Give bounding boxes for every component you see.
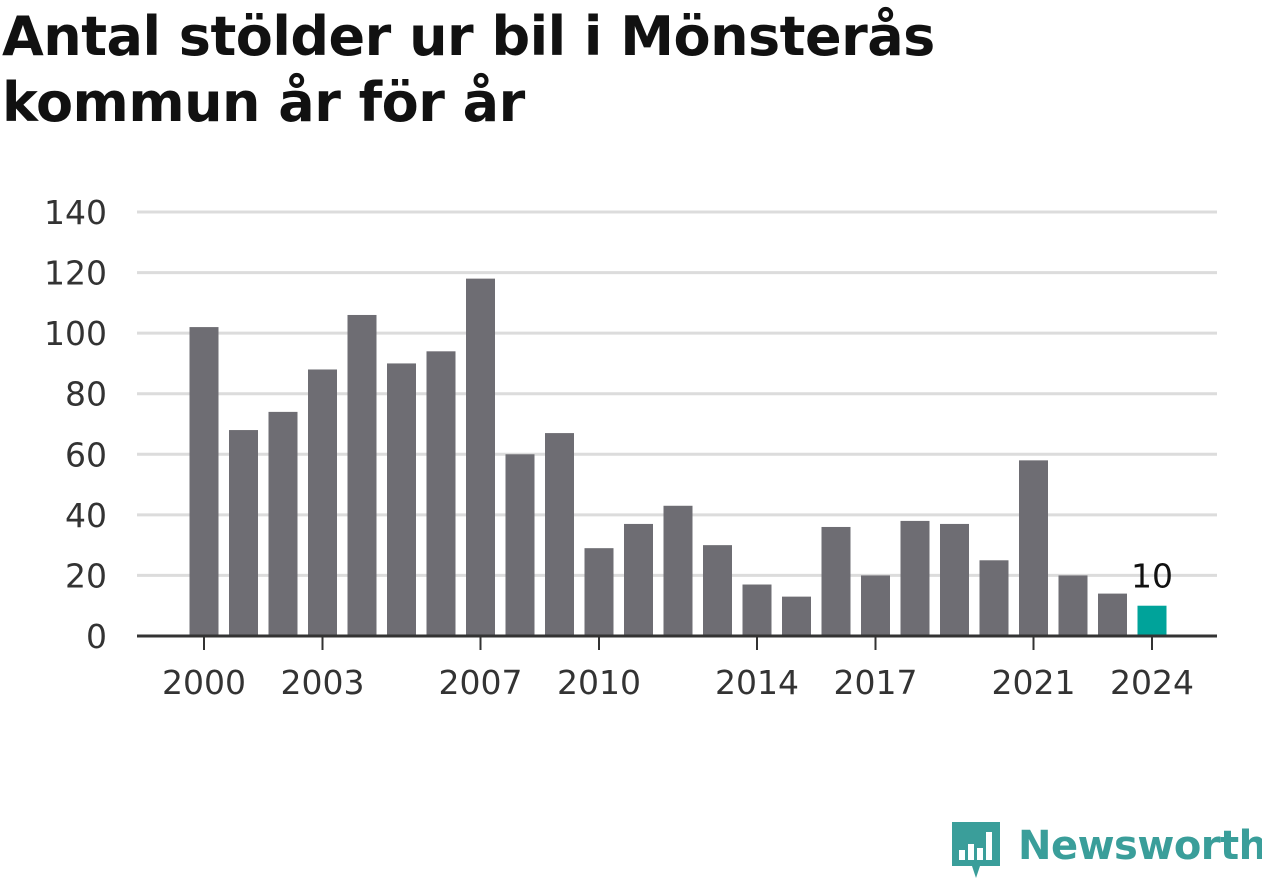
x-tick-label: 2024 (1110, 663, 1194, 702)
x-axis: 2000 2003 2007 2010 2014 2017 2021 2024 (137, 634, 1217, 702)
bar (940, 523, 969, 636)
bar (703, 545, 732, 636)
y-tick-label: 80 (65, 375, 107, 414)
y-tick-label: 0 (86, 617, 107, 656)
bar (189, 327, 219, 636)
bar (545, 433, 574, 636)
y-axis-ticks: 0 20 40 60 80 100 120 140 (44, 193, 107, 656)
bar (663, 505, 693, 636)
bar-highlighted (1137, 605, 1167, 636)
x-tick-label: 2007 (439, 663, 523, 702)
y-tick-label: 100 (44, 314, 107, 353)
y-tick-label: 120 (44, 254, 107, 293)
bar-chart-speech-bubble-icon (952, 822, 1000, 878)
x-tick-label: 2000 (162, 663, 246, 702)
y-tick-label: 20 (65, 556, 107, 595)
bar (466, 278, 495, 636)
y-tick-label: 60 (65, 435, 107, 474)
bar (308, 369, 337, 636)
x-tick-label: 2003 (281, 663, 365, 702)
y-tick-label: 140 (44, 193, 107, 232)
bar (505, 454, 535, 636)
data-label: 10 (1131, 557, 1173, 596)
y-tick-label: 40 (65, 496, 107, 535)
x-tick-label: 2017 (834, 663, 918, 702)
bar (387, 363, 416, 636)
bar (624, 523, 653, 636)
data-labels: 10 (1131, 557, 1173, 596)
chart-title: Antal stölder ur bil i Mönsterås kommun … (2, 5, 935, 134)
bar (268, 411, 298, 636)
bar (347, 314, 377, 636)
bar (979, 560, 1009, 636)
x-tick-label: 2014 (715, 663, 799, 702)
bar (782, 596, 811, 636)
bars (189, 278, 1167, 636)
brand-name: Newsworthy (1018, 823, 1262, 869)
bar (742, 584, 772, 636)
bar (1058, 575, 1088, 636)
bar (861, 575, 890, 636)
bar (821, 526, 851, 636)
x-tick-label: 2010 (557, 663, 641, 702)
x-tick-label: 2021 (992, 663, 1076, 702)
bar (229, 430, 258, 636)
bar (900, 520, 930, 636)
newsworthy-logo: Newsworthy (950, 820, 1262, 880)
bar (1019, 460, 1048, 636)
bar (1098, 593, 1127, 636)
bar (584, 548, 614, 636)
bar (426, 351, 456, 636)
